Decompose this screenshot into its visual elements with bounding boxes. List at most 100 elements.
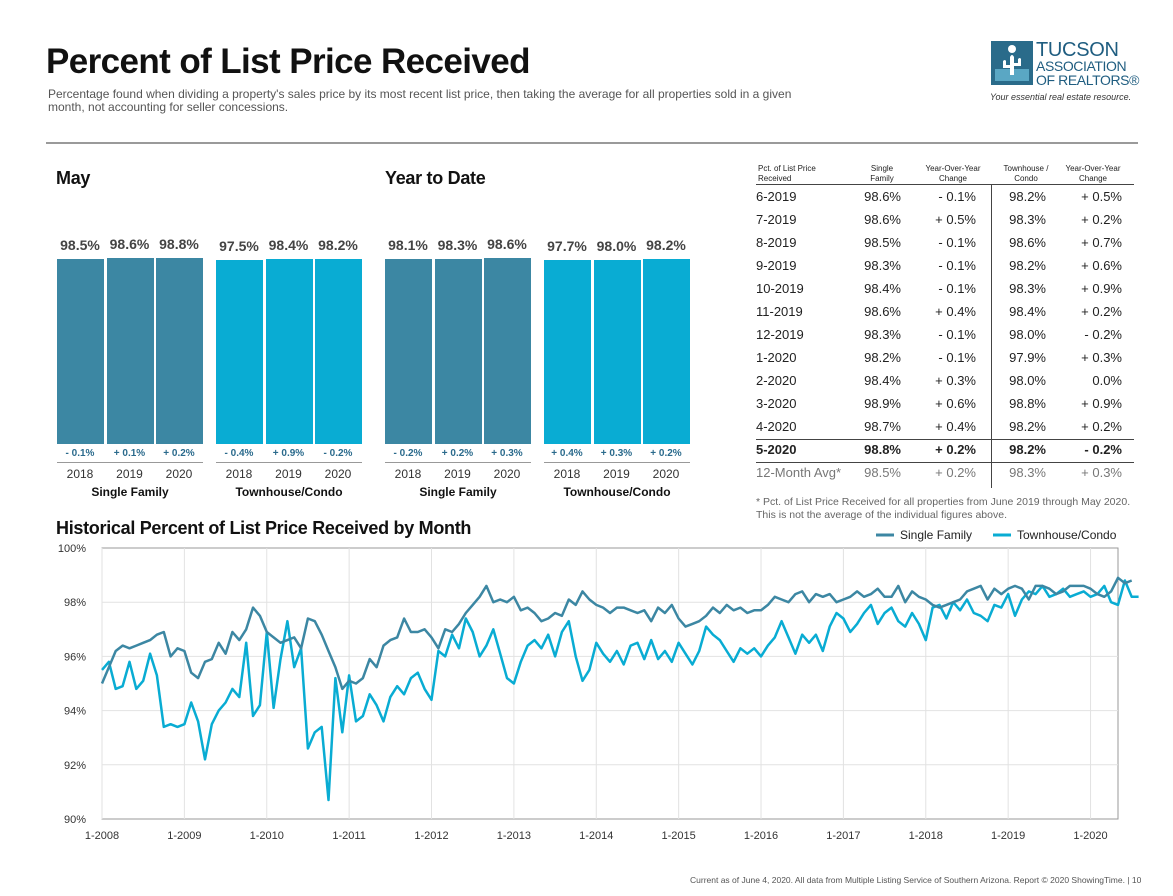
table-row-rule [756, 462, 1134, 463]
bar-change-label: - 0.1% [65, 448, 95, 459]
bar-baseline [216, 462, 362, 463]
table-cell: 11-2019 [756, 304, 803, 319]
table-cell: 98.5% [864, 465, 901, 480]
table-header-th-change: Year-Over-Year Change [1065, 164, 1121, 183]
bar [643, 259, 690, 444]
logo-word-3: OF REALTORS® [1036, 72, 1140, 88]
y-tick-label: 98% [64, 597, 86, 609]
table-row: 7-2019 98.6% + 0.5% 98.3% + 0.2% [756, 209, 1134, 232]
panel-title-ytd: Year to Date [385, 168, 486, 188]
bar-year-label: 2020 [165, 467, 193, 481]
bar-change-label: + 0.3% [491, 448, 523, 459]
bar [385, 259, 432, 444]
logo-word-2: ASSOCIATION [1036, 58, 1127, 74]
table-cell: 98.3% [864, 327, 901, 342]
plot-frame [101, 547, 1119, 820]
association-logo: TUCSON ASSOCIATION OF REALTORS® Your ess… [990, 39, 1140, 104]
bar-value-label: 97.7% [547, 238, 587, 255]
table-cell: 97.9% [1009, 350, 1046, 365]
table-row: 2-2020 98.4% + 0.3% 98.0% 0.0% [756, 370, 1134, 393]
bar [315, 259, 362, 444]
table-cell: 12-2019 [756, 327, 804, 342]
table-row: 8-2019 98.5% - 0.1% 98.6% + 0.7% [756, 232, 1134, 255]
bar-value-label: 98.0% [596, 237, 637, 254]
bar-change-label: - 0.2% [323, 448, 353, 459]
group-label: Townhouse/Condo [563, 485, 671, 499]
legend-label: Single Family [900, 528, 972, 542]
table-cell: + 0.2% [1081, 419, 1122, 434]
group-label: Townhouse/Condo [235, 485, 343, 499]
bar [106, 258, 154, 444]
logo-word-1: TUCSON [1036, 39, 1119, 61]
table-column-divider [991, 184, 992, 488]
table-cell: + 0.6% [1081, 258, 1122, 273]
table-cell: + 0.9% [1081, 396, 1122, 411]
table-cell: 98.3% [1009, 465, 1046, 480]
table-cell: 98.6% [1009, 235, 1046, 250]
table-cell: 98.0% [1009, 327, 1046, 342]
table-cell: 98.4% [864, 281, 901, 296]
bar-value-label: 98.2% [318, 237, 358, 254]
bar-value-label: 98.6% [487, 236, 527, 253]
table-cell: 98.2% [1009, 189, 1046, 204]
table-cell: - 0.1% [938, 258, 976, 273]
table-cell: 1-2020 [756, 350, 797, 365]
bar-change-label: + 0.1% [113, 448, 146, 459]
x-tick-label: 1-2017 [826, 830, 860, 842]
table-row: 12-2019 98.3% - 0.1% 98.0% - 0.2% [756, 324, 1134, 347]
group-label: Single Family [91, 485, 169, 499]
x-tick-label: 1-2011 [332, 830, 365, 842]
table-cell: + 0.5% [1081, 189, 1122, 204]
legend-label: Townhouse/Condo [1017, 528, 1117, 542]
table-cell: 9-2019 [756, 258, 797, 273]
table-header-single-family: Single Family [870, 164, 894, 183]
table-cell: - 0.2% [1084, 442, 1122, 457]
bar-year-label: 2019 [116, 467, 143, 481]
table-cell: 8-2019 [756, 235, 797, 250]
table-footnote: * Pct. of List Price Received for all pr… [756, 496, 1131, 521]
table-cell: 98.3% [1009, 212, 1046, 227]
bar-year-label: 2020 [493, 467, 521, 481]
y-tick-label: 96% [64, 651, 86, 663]
table-cell: + 0.5% [935, 212, 976, 227]
table-cell: 98.4% [864, 373, 901, 388]
bar-year-label: 2018 [225, 467, 253, 481]
table-cell: + 0.4% [935, 419, 976, 434]
table-cell: 98.8% [1009, 396, 1046, 411]
x-tick-label: 1-2014 [579, 830, 613, 842]
bar-year-label: 2018 [394, 467, 422, 481]
table-cell: 4-2020 [756, 419, 797, 434]
y-tick-label: 94% [64, 706, 86, 718]
y-tick-label: 90% [64, 814, 86, 826]
table-cell: + 0.3% [1081, 465, 1122, 480]
bar-value-label: 98.2% [646, 237, 686, 254]
table-cell: 98.3% [864, 258, 901, 273]
table-cell: - 0.1% [938, 350, 976, 365]
table-cell: - 0.1% [938, 281, 976, 296]
bar [265, 258, 313, 444]
page-subtitle: Percentage found when dividing a propert… [48, 87, 792, 114]
panel-title-may: May [56, 168, 91, 188]
table-cell: - 0.2% [1084, 327, 1122, 342]
bar-change-label: + 0.2% [441, 448, 474, 459]
bar-change-label: - 0.2% [393, 448, 423, 459]
table-cell: 98.6% [864, 304, 901, 319]
page-footer: Current as of June 4, 2020. All data fro… [690, 875, 1142, 885]
x-tick-label: 1-2018 [909, 830, 943, 842]
table-cell: + 0.9% [1081, 281, 1122, 296]
bar-year-label: 2018 [553, 467, 581, 481]
bar-value-label: 98.4% [268, 236, 309, 253]
bar-year-label: 2019 [275, 467, 302, 481]
table-cell: + 0.2% [1081, 304, 1122, 319]
table-cell: - 0.1% [938, 189, 976, 204]
y-tick-label: 92% [64, 760, 86, 772]
bar-value-label: 98.6% [109, 236, 150, 253]
y-tick-label: 100% [58, 543, 86, 555]
history-chart-title: Historical Percent of List Price Receive… [56, 518, 472, 538]
x-tick-label: 1-2009 [167, 830, 201, 842]
bar [57, 258, 104, 444]
table-header-rule [756, 184, 1134, 185]
table-cell: 98.0% [1009, 373, 1046, 388]
table-cell: 7-2019 [756, 212, 797, 227]
table-row: 12-Month Avg* 98.5% + 0.2% 98.3% + 0.3% [756, 462, 1134, 485]
